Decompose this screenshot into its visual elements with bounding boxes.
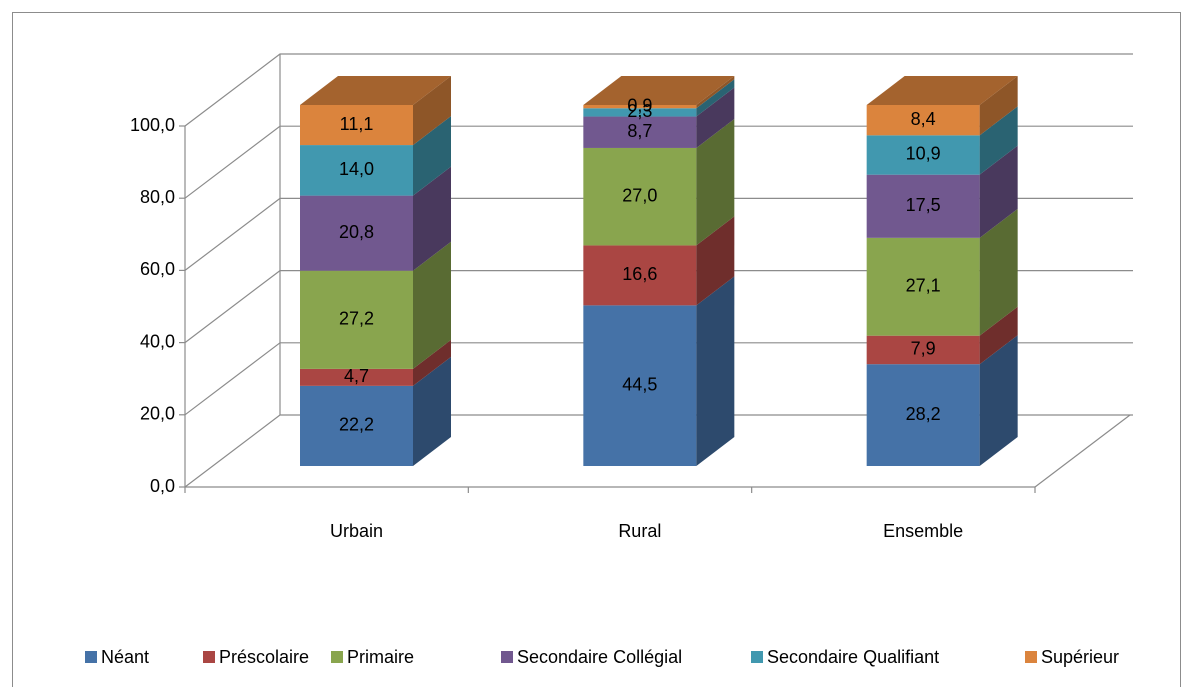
bar-side [413,116,451,196]
bar-segment [583,116,697,148]
bar-side [696,216,735,306]
legend-swatch [331,651,343,663]
bar-side [979,76,1018,136]
floor-edge [1034,414,1131,488]
x-tick-label: Ensemble [883,521,963,541]
bar-top [866,76,1018,105]
x-tick-label: Rural [618,521,661,541]
grid-line [184,53,1133,127]
bar-segment [866,364,980,466]
bar-side [979,306,1018,365]
bar-side [696,79,735,117]
data-label: 8,7 [627,121,652,141]
bar-segment [300,105,413,146]
y-tick-label: 40,0 [140,331,175,351]
bar-segment [866,174,980,238]
bar-side [696,87,735,148]
grid-line [184,125,1133,199]
grid-line [184,342,1133,416]
legend-label: Néant [101,647,149,667]
bar-side [413,166,451,271]
legend-label: Primaire [347,647,414,667]
chart-border [12,12,1181,687]
data-label: 2,3 [627,101,652,121]
data-label: 4,7 [344,366,369,386]
bar-segment [583,147,697,246]
bar-side [979,145,1018,238]
data-label: 0,9 [627,95,652,115]
bar-segment [866,135,980,175]
data-label: 20,8 [339,222,374,242]
x-tick-label: Urbain [330,521,383,541]
data-label: 10,9 [906,144,941,164]
y-tick-label: 60,0 [140,259,175,279]
legend-swatch [203,651,215,663]
data-label: 16,6 [622,264,657,284]
bar-side [413,356,451,466]
legend-label: Secondaire Collégial [517,647,682,667]
legend-swatch [1025,651,1037,663]
data-label: 22,2 [339,415,374,435]
bar-segment [866,335,980,365]
bar-segment [300,195,413,271]
bar-segment [583,245,697,306]
bar-side [413,241,451,369]
data-label: 27,2 [339,309,374,329]
bar-top [583,76,735,105]
bar-segment [583,105,697,109]
data-label: 44,5 [622,374,657,394]
data-label: 28,2 [906,404,941,424]
y-tick-label: 0,0 [150,476,175,496]
bar-segment [866,105,980,136]
legend-swatch [501,651,513,663]
y-tick-label: 100,0 [130,115,175,135]
bar-side [979,106,1018,175]
bar-segment [300,368,413,386]
bar-segment [300,385,413,466]
legend-label: Supérieur [1041,647,1119,667]
legend-label: Secondaire Qualifiant [767,647,939,667]
bar-side [413,339,451,386]
data-label: 27,0 [622,185,657,205]
bar-side [696,276,735,466]
data-label: 11,1 [340,114,374,134]
data-label: 27,1 [906,276,941,296]
grid-line [184,270,1133,344]
data-label: 17,5 [906,195,941,215]
bar-side [696,118,735,246]
legend-swatch [85,651,97,663]
legend-label: Préscolaire [219,647,309,667]
bar-side [696,76,735,109]
bar-segment [583,305,697,466]
bar-segment [300,145,413,196]
bar-segment [300,270,413,369]
data-label: 7,9 [911,339,936,359]
bar-top [300,76,451,105]
data-label: 14,0 [339,159,374,179]
bar-segment [583,108,697,117]
bar-side [413,76,451,146]
bar-side [979,208,1018,336]
data-label: 8,4 [911,109,936,129]
bar-segment [866,237,980,336]
y-tick-label: 80,0 [140,187,175,207]
bar-side [979,335,1018,466]
grid-line [184,197,1133,271]
y-tick-label: 20,0 [140,404,175,424]
grid-line [184,414,1133,488]
legend-swatch [751,651,763,663]
